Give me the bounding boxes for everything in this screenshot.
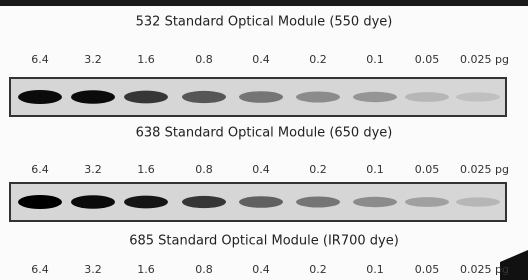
band [456,92,500,101]
lane-label: 0.4 [252,263,270,276]
figure: 532 Standard Optical Module (550 dye) 6.4… [0,0,528,280]
band [405,92,449,102]
lane-label: 0.2 [309,163,327,176]
band [71,90,115,103]
lane-label: 6.4 [31,53,49,66]
band [239,196,283,208]
lane-label: 3.2 [84,53,102,66]
lane-label: 0.1 [366,263,384,276]
band [124,91,168,104]
lane-label: 0.05 [415,163,440,176]
lane-label: 3.2 [84,163,102,176]
band [405,197,449,207]
band [456,197,500,206]
band [18,195,62,209]
lane-label: 1.6 [137,53,155,66]
lane-label: 0.2 [309,53,327,66]
lane-label: 0.4 [252,53,270,66]
band [296,197,340,208]
lane-label: 0.05 [415,263,440,276]
lane-label: 0.8 [195,263,213,276]
band [353,197,397,207]
band [239,91,283,103]
lane-label: 0.2 [309,263,327,276]
panel-title: 685 Standard Optical Module (IR700 dye) [129,234,399,249]
lane-label: 0.025 pg [460,263,509,276]
panel-title: 532 Standard Optical Module (550 dye) [136,15,393,30]
band [71,195,115,208]
lane-label: 0.8 [195,163,213,176]
lane-label: 1.6 [137,163,155,176]
band [18,90,62,104]
band [124,196,168,209]
band [296,92,340,103]
lane-label: 0.1 [366,53,384,66]
lane-label: 0.05 [415,53,440,66]
lane-label: 0.8 [195,53,213,66]
band [182,91,226,103]
panel-title: 638 Standard Optical Module (650 dye) [136,126,393,141]
lane-label: 1.6 [137,263,155,276]
top-edge [0,0,528,6]
lane-label: 0.025 pg [460,53,509,66]
lane-label: 6.4 [31,263,49,276]
lane-label: 0.4 [252,163,270,176]
band [353,92,397,102]
band [182,196,226,208]
lane-label: 0.025 pg [460,163,509,176]
lane-label: 0.1 [366,163,384,176]
lane-label: 3.2 [84,263,102,276]
lane-label: 6.4 [31,163,49,176]
